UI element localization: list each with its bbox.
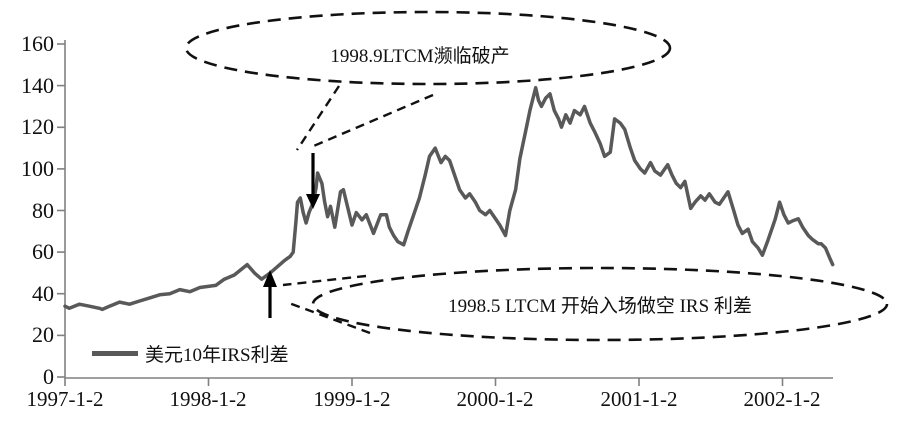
x-axis-label-2001: 2001-1-2: [600, 387, 678, 411]
x-tick-marks: [64, 378, 784, 386]
annotation-shapes: [184, 10, 889, 342]
x-axis-label-2002: 2002-1-2: [743, 387, 821, 411]
y-axis-label-0: 0: [43, 364, 54, 389]
bankruptcy-callout-ellipse: [184, 10, 672, 86]
y-axis-label-100: 100: [21, 156, 54, 181]
bankruptcy-down-arrow: [306, 153, 320, 209]
entry-up-arrow: [263, 270, 277, 318]
series-line: [63, 85, 835, 312]
legend-line-swatch: [92, 351, 138, 356]
y-axis-label-120: 120: [21, 114, 54, 139]
x-axis-label-1997: 1997-1-2: [26, 387, 104, 411]
x-axis-label-2000: 2000-1-2: [456, 387, 534, 411]
x-axis-label-1999: 1999-1-2: [313, 387, 391, 411]
y-axis-label-140: 140: [21, 73, 54, 98]
axes: [57, 40, 833, 386]
pointer-arrows: [263, 153, 320, 318]
entry-callout-ellipse: [311, 266, 889, 342]
y-axis-label-80: 80: [32, 198, 54, 223]
y-tick-marks: [57, 43, 65, 378]
legend-label: 美元10年IRS利差: [145, 345, 289, 366]
y-axis-label-60: 60: [32, 239, 54, 264]
annotation-ltcm-entry: 1998.5 LTCM 开始入场做空 IRS 利差: [448, 296, 752, 317]
annotation-ltcm-bankruptcy: 1998.9LTCM濒临破产: [330, 46, 510, 67]
y-axis-label-160: 160: [21, 31, 54, 56]
y-axis-label-40: 40: [32, 281, 54, 306]
x-axis-label-1998: 1998-1-2: [169, 387, 247, 411]
y-axis-label-20: 20: [32, 322, 54, 347]
bankruptcy-callout-tail: [295, 85, 434, 151]
legend: 美元10年IRS利差: [92, 340, 289, 367]
